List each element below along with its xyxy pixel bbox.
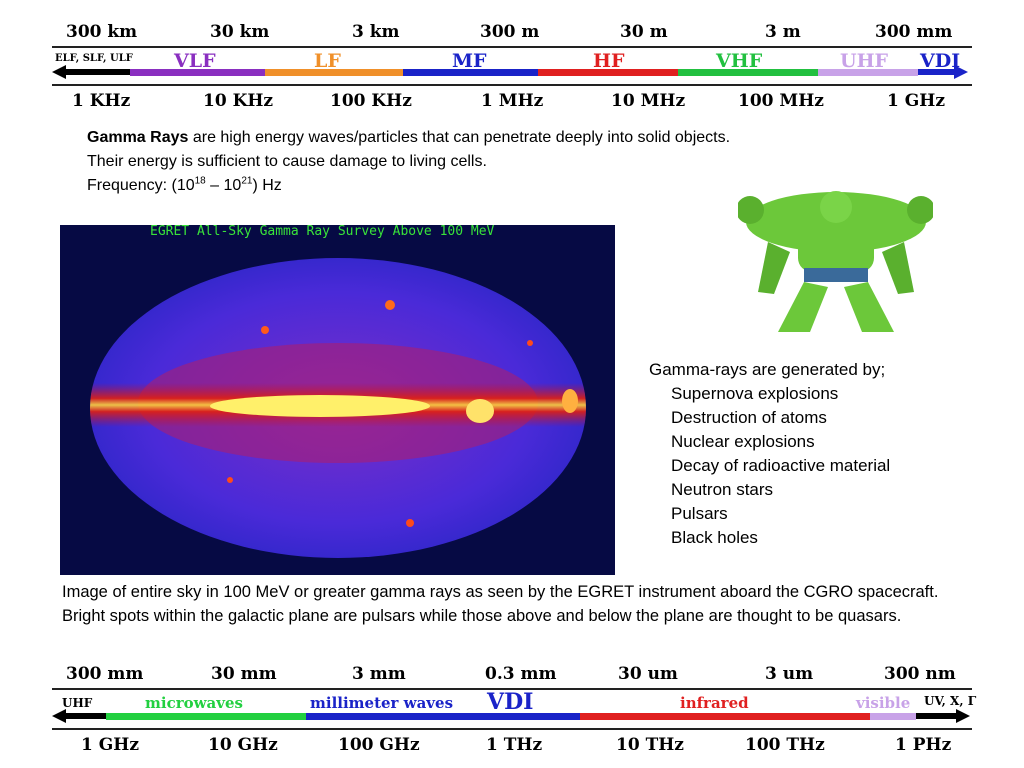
top-wavelength-label: 300 m [480,22,540,42]
band-bar-vhf [678,69,818,76]
band-label-hf: HF [593,50,625,72]
gamma-sources-list: Gamma-rays are generated by; Supernova e… [649,358,890,550]
top-wavelength-label: 30 km [210,22,270,42]
band-bar-infrared [580,713,870,720]
top-frequency-label: 10 KHz [203,91,274,111]
top-wavelength-label: 3 m [765,22,801,42]
left-arrow-icon [52,709,106,723]
top-lower-rule [52,84,972,86]
band-label-mf: MF [452,50,487,72]
bottom-frequency-label: 1 GHz [81,735,139,755]
band-label-uhf: UHF [840,50,889,72]
band-label-vlf: VLF [174,50,216,72]
sky-map-title: EGRET All-Sky Gamma Ray Survey Above 100… [150,224,495,239]
gamma-frequency: Frequency: (1018 – 1021) Hz [87,175,282,194]
gamma-title: Gamma Rays [87,129,189,146]
band-label-lf: LF [314,50,341,72]
band-bar-visible [870,713,916,720]
gamma-description: Gamma Rays are high energy waves/particl… [87,126,730,198]
gamma-line2: Their energy is sufficient to cause dama… [87,153,487,170]
sky-map-caption: Image of entire sky in 100 MeV or greate… [62,583,939,625]
band-bar-vlf [130,69,265,76]
top-upper-rule [52,46,972,48]
left-arrow-icon [52,65,132,79]
hulk-image [738,191,933,332]
bottom-frequency-label: 10 THz [616,735,684,755]
list-item: Black holes [671,528,758,547]
band-label-infrared: infrared [680,694,749,712]
bottom-wavelength-label: 3 um [765,664,814,684]
band-bar-microwaves [106,713,306,720]
bottom-wavelength-label: 300 mm [66,664,144,684]
list-item: Decay of radioactive material [671,456,891,475]
right-arrow-icon [918,65,968,79]
bottom-frequency-label: 1 PHz [895,735,952,755]
top-wavelength-label: 300 mm [875,22,953,42]
bottom-wavelength-label: 3 mm [352,664,406,684]
gamma-sources-heading: Gamma-rays are generated by; [649,360,886,379]
bottom-upper-rule [52,688,972,690]
bottom-frequency-label: 100 GHz [338,735,420,755]
top-frequency-label: 10 MHz [611,91,686,111]
band-bar-uhf [818,69,918,76]
gamma-line1: are high energy waves/particles that can… [188,129,731,146]
top-frequency-label: 1 KHz [72,91,131,111]
sky-map-graphic [90,258,586,558]
top-frequency-label: 100 KHz [330,91,412,111]
bottom-wavelength-label: 300 nm [884,664,956,684]
bottom-wavelength-label: 30 mm [211,664,277,684]
top-frequency-label: 1 MHz [481,91,544,111]
bottom-right-end-label: UV, X, Γ [924,694,977,708]
top-wavelength-label: 30 m [620,22,668,42]
top-left-end-label: ELF, SLF, ULF [55,53,133,64]
top-frequency-label: 1 GHz [887,91,945,111]
band-bar-mf [403,69,538,76]
band-bar-hf [538,69,678,76]
list-item: Neutron stars [671,480,774,499]
band-label-millimeter-waves: millimeter waves [310,694,454,712]
band-label-vdi: VDI [920,50,961,72]
right-arrow-icon [916,709,970,723]
bottom-frequency-label: 1 THz [486,735,543,755]
top-wavelength-label: 3 km [352,22,400,42]
top-frequency-label: 100 MHz [738,91,824,111]
list-item: Destruction of atoms [671,408,827,427]
top-wavelength-label: 300 km [66,22,138,42]
list-item: Supernova explosions [671,384,839,403]
band-label-vdi: VDI [487,689,534,715]
band-label-visible: visible [856,694,911,712]
egret-sky-map [60,225,615,575]
bottom-lower-rule [52,728,972,730]
bottom-frequency-label: 10 GHz [208,735,278,755]
bottom-left-end-label: UHF [62,696,93,710]
band-label-vhf: VHF [716,50,763,72]
band-label-microwaves: microwaves [145,694,243,712]
bottom-wavelength-label: 30 um [618,664,678,684]
bottom-wavelength-label: 0.3 mm [485,664,557,684]
band-bar-millimeter-waves [306,713,580,720]
bottom-frequency-label: 100 THz [745,735,825,755]
band-bar-lf [265,69,403,76]
list-item: Nuclear explosions [671,432,815,451]
list-item: Pulsars [671,504,728,523]
